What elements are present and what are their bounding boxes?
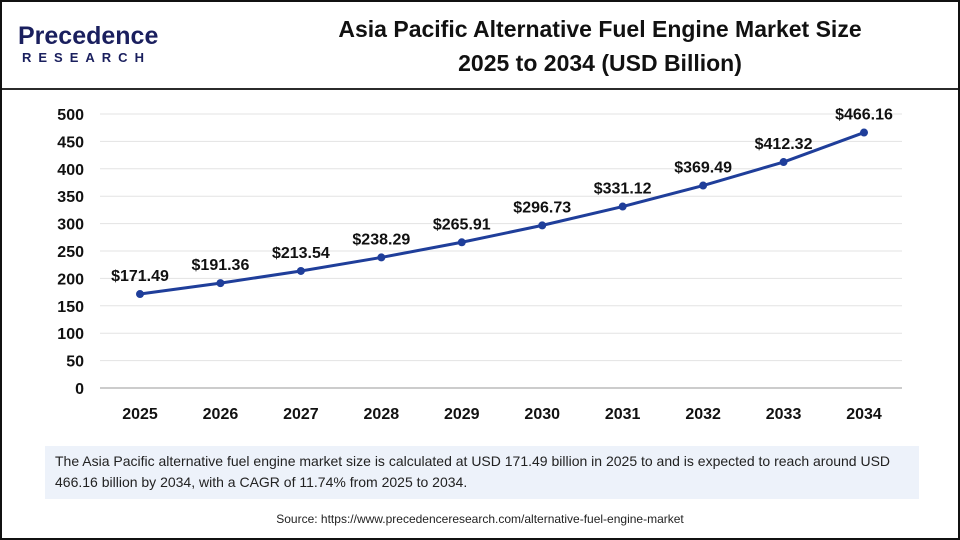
y-tick-label: 300 (57, 217, 84, 234)
data-point (457, 238, 466, 247)
y-tick-label: 450 (57, 134, 84, 151)
data-point (779, 158, 788, 167)
data-label: $466.16 (835, 107, 893, 124)
data-point (216, 279, 225, 288)
data-label: $238.29 (352, 231, 410, 248)
data-point (296, 266, 305, 275)
y-tick-label: 0 (75, 381, 84, 398)
data-point (377, 253, 386, 262)
x-tick-label: 2029 (444, 406, 480, 423)
y-tick-label: 100 (57, 326, 84, 343)
data-label: $171.49 (111, 268, 169, 285)
data-label: $369.49 (674, 160, 732, 177)
y-tick-label: 200 (57, 271, 84, 288)
data-point (618, 202, 627, 211)
y-tick-label: 400 (57, 162, 84, 179)
logo-wordmark: Precedence (18, 22, 159, 50)
summary-note: The Asia Pacific alternative fuel engine… (45, 446, 919, 499)
line-chart: 0 50 100 150 200 250 300 350 400 450 500 2025 2026 20… (57, 107, 902, 423)
data-label: $265.91 (433, 216, 491, 233)
y-tick-label: 250 (57, 244, 84, 261)
x-tick-label: 2031 (605, 406, 641, 423)
x-tick-label: 2026 (203, 406, 239, 423)
series-line (139, 131, 865, 296)
data-point (538, 221, 547, 230)
title-line-1: Asia Pacific Alternative Fuel Engine Mar… (338, 16, 862, 42)
chart-title: Asia Pacific Alternative Fuel Engine Mar… (242, 12, 958, 80)
data-label: $296.73 (513, 199, 571, 216)
title-line-2: 2025 to 2034 (USD Billion) (458, 50, 742, 76)
y-tick-label: 50 (66, 354, 84, 371)
logo-subtitle: RESEARCH (22, 50, 151, 65)
x-tick-label: 2028 (364, 406, 400, 423)
data-label: $331.12 (594, 181, 652, 198)
x-tick-label: 2025 (122, 406, 158, 423)
y-tick-label: 500 (57, 107, 84, 124)
x-tick-label: 2032 (685, 406, 721, 423)
source-text: Source: https://www.precedenceresearch.c… (276, 512, 684, 526)
header-divider (2, 88, 958, 90)
x-tick-label: 2034 (846, 406, 882, 423)
precedence-research-logo: Precedence RESEARCH (18, 22, 168, 67)
data-point (860, 128, 868, 137)
data-label: $213.54 (272, 245, 330, 262)
data-label: $412.32 (755, 136, 813, 153)
data-point (136, 290, 144, 299)
x-tick-label: 2030 (524, 406, 560, 423)
y-tick-label: 350 (57, 189, 84, 206)
data-point (699, 181, 708, 190)
x-tick-label: 2027 (283, 406, 319, 423)
data-label: $191.36 (192, 257, 250, 274)
x-tick-label: 2033 (766, 406, 802, 423)
y-tick-label: 150 (57, 299, 84, 316)
